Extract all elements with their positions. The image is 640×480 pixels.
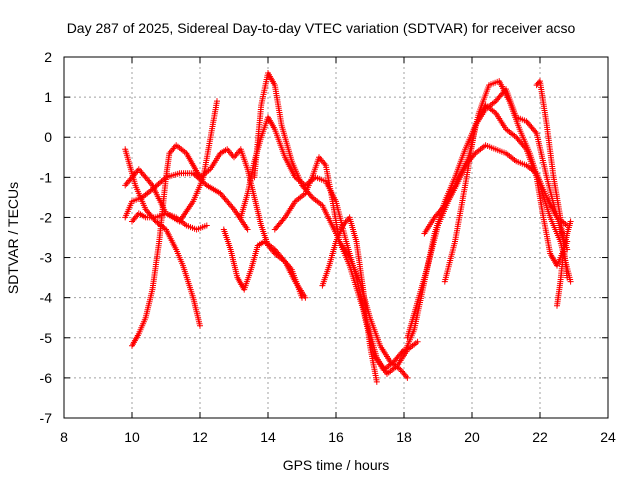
x-tick-label: 8 <box>60 429 68 445</box>
series-line <box>274 155 408 379</box>
series-points <box>319 214 380 385</box>
series-track-17 <box>554 218 574 309</box>
series-points <box>129 210 210 233</box>
y-tick-label: -4 <box>40 290 53 306</box>
y-tick-label: -1 <box>40 169 53 185</box>
series-line <box>321 216 378 383</box>
y-tick-label: 1 <box>44 89 52 105</box>
x-tick-label: 22 <box>532 429 548 445</box>
series-track-7 <box>220 226 305 301</box>
series-track-5 <box>129 210 210 233</box>
x-axis-label: GPS time / hours <box>283 457 390 473</box>
series-points <box>220 226 305 301</box>
x-tick-label: 16 <box>328 429 344 445</box>
series-track-11 <box>319 214 380 385</box>
series-points <box>421 142 571 237</box>
series-track-14 <box>421 142 571 237</box>
series-points <box>129 142 203 349</box>
y-tick-label: -5 <box>40 330 53 346</box>
series-track-13 <box>404 78 574 341</box>
series-track-9 <box>251 70 407 373</box>
x-tick-label: 18 <box>396 429 412 445</box>
chart-title: Day 287 of 2025, Sidereal Day-to-day VTE… <box>67 20 576 36</box>
y-tick-label: 0 <box>44 129 52 145</box>
series-track-1 <box>122 170 251 233</box>
y-tick-label: -3 <box>40 250 53 266</box>
y-tick-label: 2 <box>44 49 52 65</box>
y-tick-label: -2 <box>40 209 53 225</box>
x-tick-label: 10 <box>124 429 140 445</box>
series-track-4 <box>129 142 203 349</box>
series-points <box>554 218 574 309</box>
series-track-15 <box>441 102 571 285</box>
x-tick-label: 20 <box>464 429 480 445</box>
y-tick-label: -6 <box>40 370 53 386</box>
series-points <box>404 78 574 341</box>
x-tick-label: 14 <box>260 429 276 445</box>
y-axis-label: SDTVAR / TECUs <box>5 182 21 294</box>
y-tick-label: -7 <box>40 410 53 426</box>
x-tick-label: 24 <box>600 429 616 445</box>
x-tick-label: 12 <box>192 429 208 445</box>
series-points <box>441 102 571 285</box>
data-series <box>122 70 574 385</box>
series-points <box>251 70 407 373</box>
